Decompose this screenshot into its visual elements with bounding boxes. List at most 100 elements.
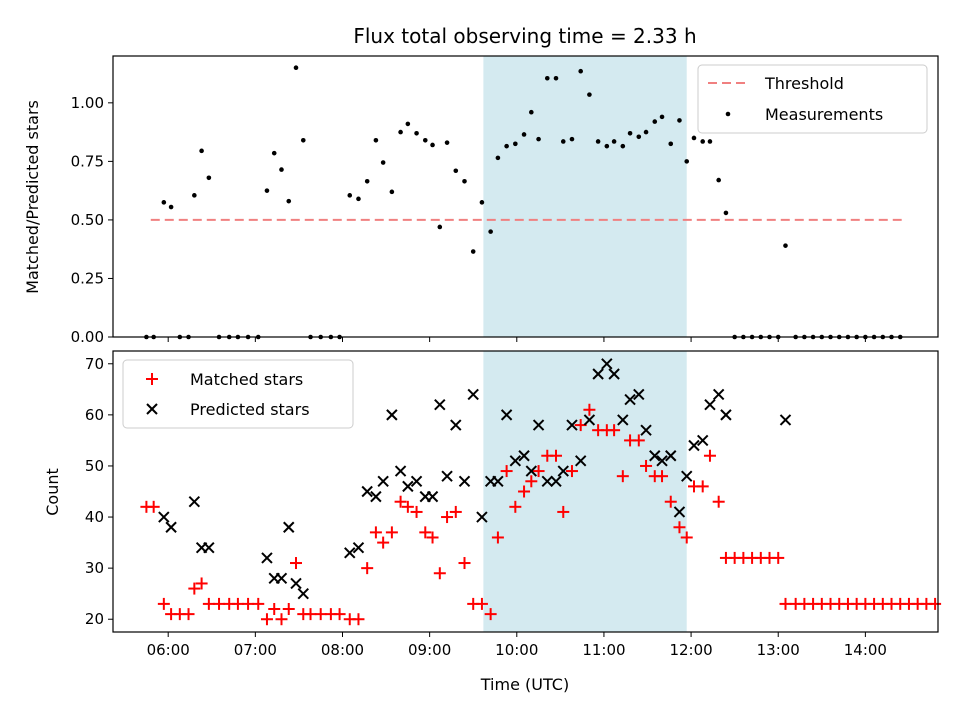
- matched-star-point: [703, 449, 716, 462]
- matched-star-point: [202, 597, 215, 610]
- predicted-star-point: [518, 450, 530, 462]
- measurement-point: [544, 75, 550, 81]
- matched-star-point: [458, 557, 471, 570]
- predicted-star-point: [386, 409, 398, 421]
- predicted-star-point: [402, 480, 414, 493]
- matched-star-points: [140, 403, 942, 626]
- matched-star-point: [252, 597, 265, 610]
- x-tick-label: 10:00: [495, 641, 538, 659]
- predicted-star-points: [158, 358, 792, 600]
- measurement-point: [659, 114, 665, 120]
- predicted-star-point: [361, 485, 373, 498]
- matched-star-point: [290, 557, 303, 570]
- matched-star-point: [779, 597, 792, 610]
- matched-star-point: [410, 505, 423, 518]
- measurement-point: [529, 109, 534, 115]
- matched-star-point: [333, 608, 346, 621]
- measurement-point: [488, 229, 493, 234]
- measurement-point: [723, 210, 729, 216]
- predicted-star-point: [426, 490, 439, 503]
- measurement-point: [716, 177, 721, 183]
- bottom-y-tick-label: 50: [85, 457, 104, 475]
- predicted-star-point: [696, 434, 709, 447]
- predicted-star-point: [720, 409, 732, 421]
- matched-star-point: [929, 597, 942, 610]
- measurement-point: [161, 200, 167, 205]
- predicted-star-point: [688, 439, 700, 452]
- measurement-point: [293, 65, 299, 71]
- predicted-star-point: [458, 475, 471, 487]
- matched-star-point: [195, 577, 208, 590]
- measurement-point: [347, 193, 353, 198]
- top-y-tick-label: 0.00: [71, 328, 104, 346]
- legend-threshold-label: Threshold: [764, 74, 844, 93]
- measurement-point: [783, 243, 788, 248]
- matched-star-point: [616, 470, 629, 483]
- matched-star-point: [147, 500, 160, 513]
- measurement-point: [627, 130, 633, 136]
- predicted-star-point: [601, 358, 613, 370]
- predicted-star-point: [649, 450, 661, 462]
- top-y-tick-label: 1.00: [71, 94, 104, 112]
- measurement-point: [560, 139, 566, 144]
- measurement-point: [389, 189, 395, 195]
- matched-star-point: [475, 597, 488, 610]
- matched-star-point: [282, 603, 295, 616]
- measurement-point: [414, 130, 419, 136]
- matched-star-point: [772, 551, 785, 564]
- matched-star-point: [369, 526, 382, 539]
- predicted-star-point: [352, 541, 365, 554]
- predicted-star-point: [275, 572, 288, 585]
- bottom-axes-frame: [112, 350, 939, 633]
- matched-star-point: [260, 613, 273, 626]
- predicted-star-point: [500, 409, 513, 421]
- predicted-star-point: [665, 450, 677, 462]
- matched-star-point: [550, 449, 563, 462]
- matched-star-point: [664, 495, 677, 508]
- matched-star-point: [449, 505, 462, 518]
- matched-star-point: [509, 500, 522, 513]
- matched-star-point: [188, 582, 201, 595]
- matched-star-point: [656, 470, 669, 483]
- top-y-ticks: 0.00 0.25 0.50 0.75 1.00: [71, 94, 113, 346]
- matched-star-point: [696, 480, 709, 493]
- predicted-star-point: [509, 455, 522, 467]
- predicted-star-point: [476, 511, 488, 523]
- measurement-point: [470, 249, 476, 254]
- predicted-star-point: [681, 470, 693, 482]
- matched-star-point: [525, 475, 538, 488]
- matched-star-point: [275, 613, 288, 626]
- measurement-point: [192, 193, 197, 198]
- predicted-star-point: [640, 424, 652, 436]
- measurement-point: [437, 224, 443, 230]
- observing-window-span-bottom: [483, 351, 687, 632]
- predicted-star-point: [673, 506, 686, 518]
- predicted-star-point: [297, 587, 309, 600]
- matched-star-point: [518, 485, 531, 498]
- bottom-y-tick-label: 40: [85, 508, 104, 526]
- bottom-y-ticks: 20 30 40 50 60 70: [85, 355, 113, 628]
- top-legend: Threshold Measurements: [697, 64, 928, 134]
- measurement-point: [504, 143, 509, 149]
- measurement-point: [668, 141, 674, 147]
- matched-star-point: [441, 511, 454, 524]
- measurement-point: [430, 142, 435, 148]
- measurement-point: [479, 200, 485, 205]
- measurement-point: [444, 140, 450, 145]
- predicted-star-point: [370, 490, 382, 503]
- predicted-star-point: [283, 521, 295, 533]
- measurement-point: [373, 138, 379, 143]
- legend-matched-swatch: [146, 373, 158, 385]
- measurement-point: [595, 139, 601, 144]
- predicted-star-point: [344, 547, 356, 559]
- measurement-point: [380, 160, 386, 165]
- x-tick-label: 12:00: [669, 641, 712, 659]
- matched-star-point: [419, 526, 432, 539]
- predicted-star-point: [583, 414, 596, 426]
- matched-star-point: [608, 424, 621, 437]
- measurement-point: [513, 141, 518, 147]
- predicted-star-point: [525, 465, 538, 477]
- bottom-panel: 20 30 40 50 60 70 06:00 07:00 08:00 09:00 10:00 11…: [43, 350, 942, 694]
- bottom-legend: Matched stars Predicted stars: [122, 359, 354, 429]
